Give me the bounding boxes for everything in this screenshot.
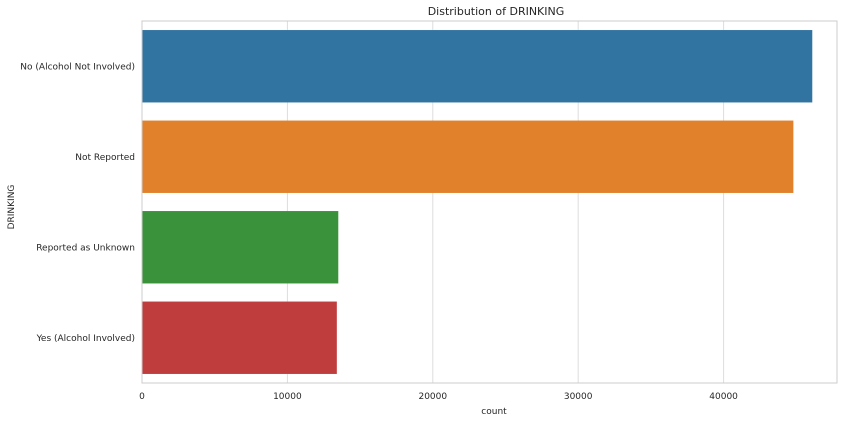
bar-3 xyxy=(142,301,337,374)
y-tick-label-0: No (Alcohol Not Involved) xyxy=(20,62,135,72)
x-tick-label-2: 20000 xyxy=(418,392,447,402)
plot-frame xyxy=(141,20,838,384)
bar-0 xyxy=(142,30,813,103)
chart-title: Distribution of DRINKING xyxy=(428,5,565,18)
x-tick-label-4: 40000 xyxy=(709,392,738,402)
x-tick-label-3: 30000 xyxy=(564,392,593,402)
y-tick-label-2: Reported as Unknown xyxy=(36,243,135,253)
x-axis-label: count xyxy=(481,407,507,417)
bar-2 xyxy=(142,211,339,284)
y-tick-labels: No (Alcohol Not Involved) Not Reported Rep… xyxy=(20,62,135,344)
x-tick-label-0: 0 xyxy=(139,392,145,402)
y-tick-label-1: Not Reported xyxy=(75,153,135,163)
bars xyxy=(142,30,813,374)
x-tick-labels: 0 10000 20000 30000 40000 xyxy=(139,392,738,402)
y-tick-label-3: Yes (Alcohol Involved) xyxy=(36,334,135,344)
bar-1 xyxy=(142,120,794,193)
y-axis-label: DRINKING xyxy=(7,185,17,230)
x-tick-label-1: 10000 xyxy=(273,392,302,402)
